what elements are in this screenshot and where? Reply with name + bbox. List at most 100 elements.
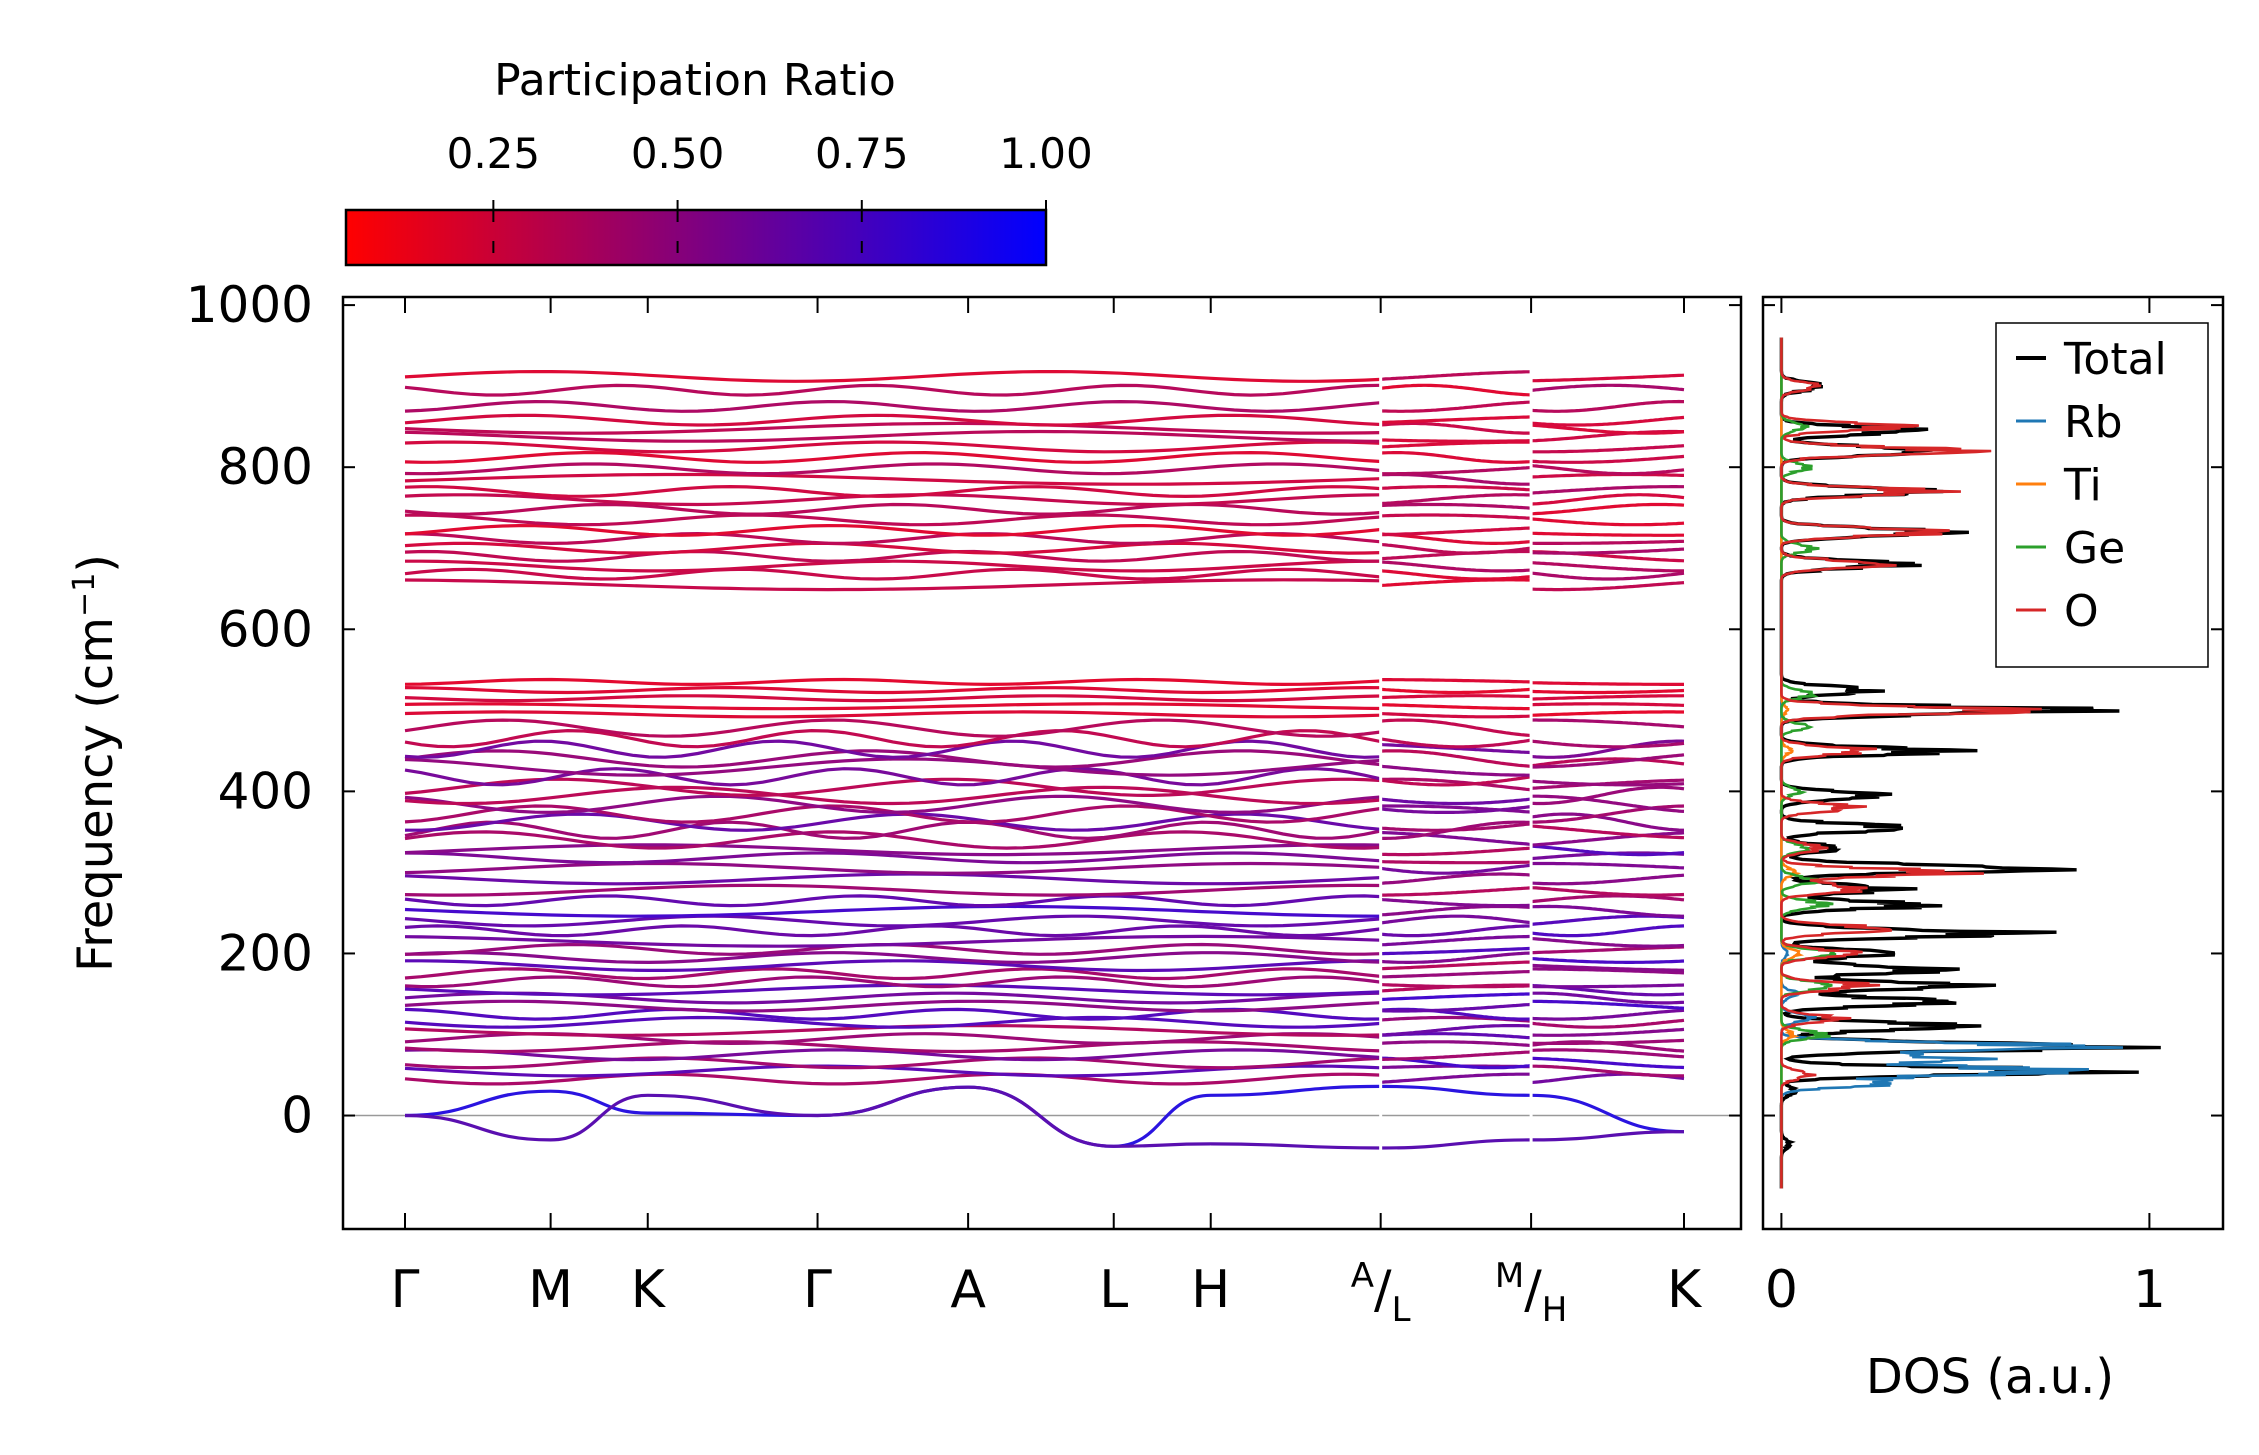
- phonon-band: [404, 894, 1381, 908]
- phonon-band: [1380, 764, 1532, 777]
- phonon-band: [1530, 415, 1685, 427]
- phonon-band: [404, 523, 1381, 537]
- phonon-band: [405, 959, 1381, 973]
- phonon-band: [1380, 924, 1532, 938]
- phonon-band: [1380, 687, 1532, 695]
- phonon-band: [1380, 493, 1532, 506]
- phonon-band: [1531, 1056, 1685, 1070]
- phonon-band: [404, 1015, 1381, 1029]
- phonon-band: [1531, 681, 1684, 686]
- high-symmetry-label: Γ: [803, 1260, 832, 1320]
- phonon-band: [1530, 517, 1685, 527]
- phonon-band: [404, 785, 1381, 806]
- phonon-band: [1380, 466, 1532, 476]
- phonon-band: [1530, 493, 1685, 506]
- colorbar-gradient: [344, 208, 1048, 267]
- high-symmetry-label: Γ: [391, 1260, 420, 1320]
- phonon-band: [1531, 472, 1684, 479]
- phonon-band: [1380, 694, 1532, 700]
- phonon-band: [404, 1056, 1381, 1070]
- phonon-band: [404, 767, 1382, 787]
- phonon-band: [1531, 539, 1685, 545]
- phonon-band: [1380, 451, 1532, 464]
- phonon-band: [404, 872, 1381, 886]
- phonon-band: [1531, 785, 1685, 806]
- phonon-band: [404, 904, 1381, 918]
- phonon-band: [1380, 822, 1532, 832]
- dos-x-tick-label: 0: [1765, 1260, 1798, 1320]
- phonon-band: [404, 794, 1381, 815]
- phonon-band: [404, 541, 1381, 555]
- high-symmetry-label: M: [528, 1260, 573, 1320]
- phonon-band: [404, 934, 1381, 948]
- phonon-band: [1380, 777, 1532, 792]
- phonon-band: [404, 440, 1381, 454]
- phonon-band: [1380, 830, 1532, 846]
- phonon-band: [404, 531, 1381, 546]
- colorbar-tick-label: 0.75: [815, 129, 909, 178]
- y-tick-label: 600: [218, 600, 313, 658]
- high-symmetry-label: A/L: [1351, 1256, 1411, 1330]
- phonon-band: [1530, 423, 1685, 435]
- y-axis-label: Frequency (cm−1): [67, 554, 124, 972]
- phonon-band: [1531, 991, 1685, 1005]
- phonon-band: [1380, 946, 1532, 956]
- phonon-band: [1380, 438, 1532, 443]
- phonon-band: [1380, 569, 1532, 581]
- phonon-band: [1531, 861, 1685, 870]
- band-axes-frame: [341, 295, 1743, 1231]
- phonon-band: [404, 549, 1381, 563]
- phonon-band: [1530, 886, 1685, 897]
- phonon-band: [405, 513, 1381, 527]
- phonon-band: [1531, 373, 1685, 383]
- phonon-band: [1380, 502, 1532, 510]
- phonon-band: [404, 843, 1381, 857]
- phonon-band: [404, 851, 1381, 865]
- phonon-band: [1530, 779, 1685, 787]
- phonon-band: [1380, 1002, 1532, 1013]
- phonon-band: [1380, 415, 1532, 425]
- phonon-band: [1531, 581, 1685, 592]
- phonon-band: [1531, 1048, 1685, 1059]
- high-symmetry-label: M/H: [1495, 1256, 1567, 1330]
- phonon-band: [1531, 1038, 1685, 1045]
- y-tick-label: 1000: [186, 276, 313, 334]
- phonon-band: [1531, 983, 1685, 989]
- phonon-band: [1531, 1064, 1684, 1078]
- phonon-band: [1531, 1027, 1685, 1037]
- phonon-band: [1531, 967, 1685, 975]
- phonon-band: [1380, 1072, 1532, 1084]
- phonon-band: [404, 502, 1381, 516]
- high-symmetry-label: K: [631, 1260, 667, 1320]
- phonon-band: [1531, 710, 1684, 717]
- y-tick-label: 800: [218, 438, 313, 496]
- phonon-band: [1380, 542, 1532, 555]
- phonon-band: [1380, 860, 1532, 865]
- high-symmetry-label: H: [1191, 1260, 1230, 1320]
- phonon-band: [1380, 712, 1532, 719]
- phonon-band: [1530, 739, 1685, 759]
- acoustic-branch: [404, 1084, 1685, 1148]
- phonon-band: [1531, 904, 1684, 918]
- phonon-band: [1380, 960, 1532, 971]
- phonon-band: [1531, 688, 1685, 695]
- phonon-band: [404, 728, 1382, 749]
- phonon-band: [1531, 999, 1685, 1010]
- phonon-band: [1380, 532, 1532, 545]
- y-tick-label: 400: [218, 762, 313, 820]
- phonon-band: [1380, 846, 1532, 857]
- phonon-band: [404, 1048, 1381, 1062]
- legend-label: Ge: [2064, 523, 2125, 574]
- phonon-band: [1380, 951, 1532, 964]
- phonon-band: [404, 749, 1381, 769]
- phonon-band: [1531, 561, 1684, 573]
- phonon-band: [1380, 934, 1532, 947]
- phonon-band: [404, 429, 1381, 443]
- phonon-band: [1531, 753, 1685, 769]
- phonon-band: [1531, 531, 1684, 537]
- phonon-band: [404, 999, 1381, 1013]
- phonon-band: [404, 677, 1381, 687]
- dos-axes-frame: [1761, 295, 2225, 1231]
- colorbar-tick-label: 1.00: [999, 129, 1093, 178]
- phonon-band: [1380, 370, 1532, 381]
